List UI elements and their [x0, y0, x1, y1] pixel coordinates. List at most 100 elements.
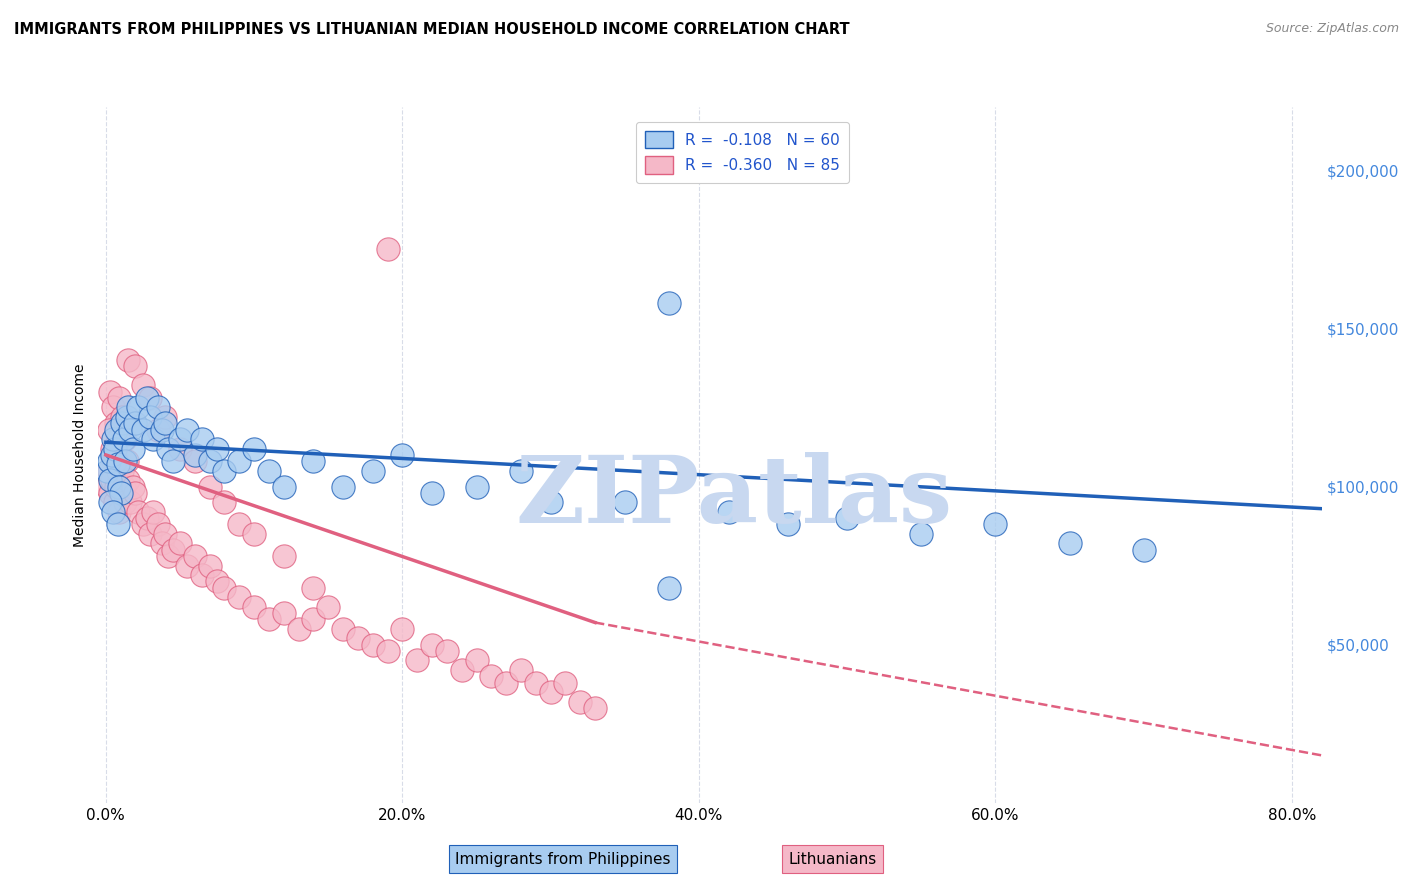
Point: [98, 384, 121, 399]
Point: [108, 391, 131, 405]
Point: [169, 536, 191, 550]
Text: Lithuanians: Lithuanians: [789, 852, 876, 866]
Point: [111, 417, 134, 431]
Point: [176, 558, 198, 573]
Point: [205, 442, 228, 456]
Point: [142, 432, 165, 446]
Point: [184, 454, 207, 468]
Point: [243, 599, 266, 614]
Point: [1059, 536, 1081, 550]
Point: [110, 486, 132, 500]
Y-axis label: Median Household Income: Median Household Income: [73, 363, 87, 547]
Point: [105, 479, 128, 493]
Point: [837, 511, 859, 525]
Point: [302, 454, 325, 468]
Point: [157, 549, 180, 563]
Point: [910, 527, 932, 541]
Point: [96, 479, 118, 493]
Point: [110, 486, 132, 500]
Point: [124, 359, 146, 374]
Point: [117, 473, 139, 487]
Point: [658, 296, 681, 310]
Point: [169, 432, 191, 446]
Point: [97, 423, 120, 437]
Point: [104, 495, 127, 509]
Point: [316, 599, 339, 614]
Point: [98, 486, 121, 500]
Point: [205, 574, 228, 589]
Point: [184, 448, 207, 462]
Point: [115, 409, 138, 424]
Point: [118, 423, 141, 437]
Point: [139, 409, 162, 424]
Point: [146, 517, 169, 532]
Point: [108, 505, 131, 519]
Point: [583, 701, 606, 715]
Point: [332, 479, 354, 493]
Point: [377, 644, 399, 658]
Text: Source: ZipAtlas.com: Source: ZipAtlas.com: [1265, 22, 1399, 36]
Point: [569, 695, 592, 709]
Point: [273, 479, 295, 493]
Point: [114, 432, 136, 446]
Point: [153, 409, 176, 424]
Point: [406, 653, 429, 667]
Point: [150, 423, 173, 437]
Point: [228, 591, 250, 605]
Point: [107, 464, 129, 478]
Point: [332, 622, 354, 636]
Point: [198, 454, 221, 468]
Point: [127, 401, 149, 415]
Point: [347, 632, 370, 646]
Point: [214, 495, 236, 509]
Point: [112, 479, 135, 493]
Point: [107, 432, 129, 446]
Point: [162, 454, 184, 468]
Point: [287, 622, 309, 636]
Point: [436, 644, 458, 658]
Point: [103, 505, 125, 519]
Point: [112, 432, 135, 446]
Point: [114, 454, 136, 468]
Point: [115, 454, 138, 468]
Point: [132, 378, 155, 392]
Point: [228, 454, 250, 468]
Point: [111, 464, 134, 478]
Point: [243, 442, 266, 456]
Point: [132, 423, 155, 437]
Point: [162, 542, 184, 557]
Point: [1132, 542, 1154, 557]
Point: [273, 549, 295, 563]
Point: [273, 606, 295, 620]
Point: [139, 391, 162, 405]
Point: [111, 409, 134, 424]
Point: [98, 495, 121, 509]
Point: [107, 517, 129, 532]
Point: [150, 536, 173, 550]
Point: [984, 517, 1007, 532]
Point: [450, 663, 472, 677]
Text: IMMIGRANTS FROM PHILIPPINES VS LITHUANIAN MEDIAN HOUSEHOLD INCOME CORRELATION CH: IMMIGRANTS FROM PHILIPPINES VS LITHUANIA…: [14, 22, 849, 37]
Point: [176, 423, 198, 437]
Point: [157, 442, 180, 456]
Point: [377, 243, 399, 257]
Point: [117, 401, 139, 415]
Point: [198, 558, 221, 573]
Point: [361, 638, 384, 652]
Legend: R =  -0.108   N = 60, R =  -0.360   N = 85: R = -0.108 N = 60, R = -0.360 N = 85: [637, 121, 849, 183]
Point: [540, 685, 562, 699]
Point: [420, 638, 443, 652]
Point: [97, 454, 120, 468]
Point: [391, 622, 413, 636]
Point: [103, 454, 125, 468]
Text: ZIPatlas: ZIPatlas: [516, 451, 953, 541]
Point: [107, 458, 129, 472]
Point: [228, 517, 250, 532]
Point: [214, 581, 236, 595]
Point: [146, 401, 169, 415]
Point: [136, 511, 159, 525]
Point: [465, 653, 488, 667]
Point: [495, 675, 517, 690]
Point: [97, 464, 120, 478]
Point: [127, 505, 149, 519]
